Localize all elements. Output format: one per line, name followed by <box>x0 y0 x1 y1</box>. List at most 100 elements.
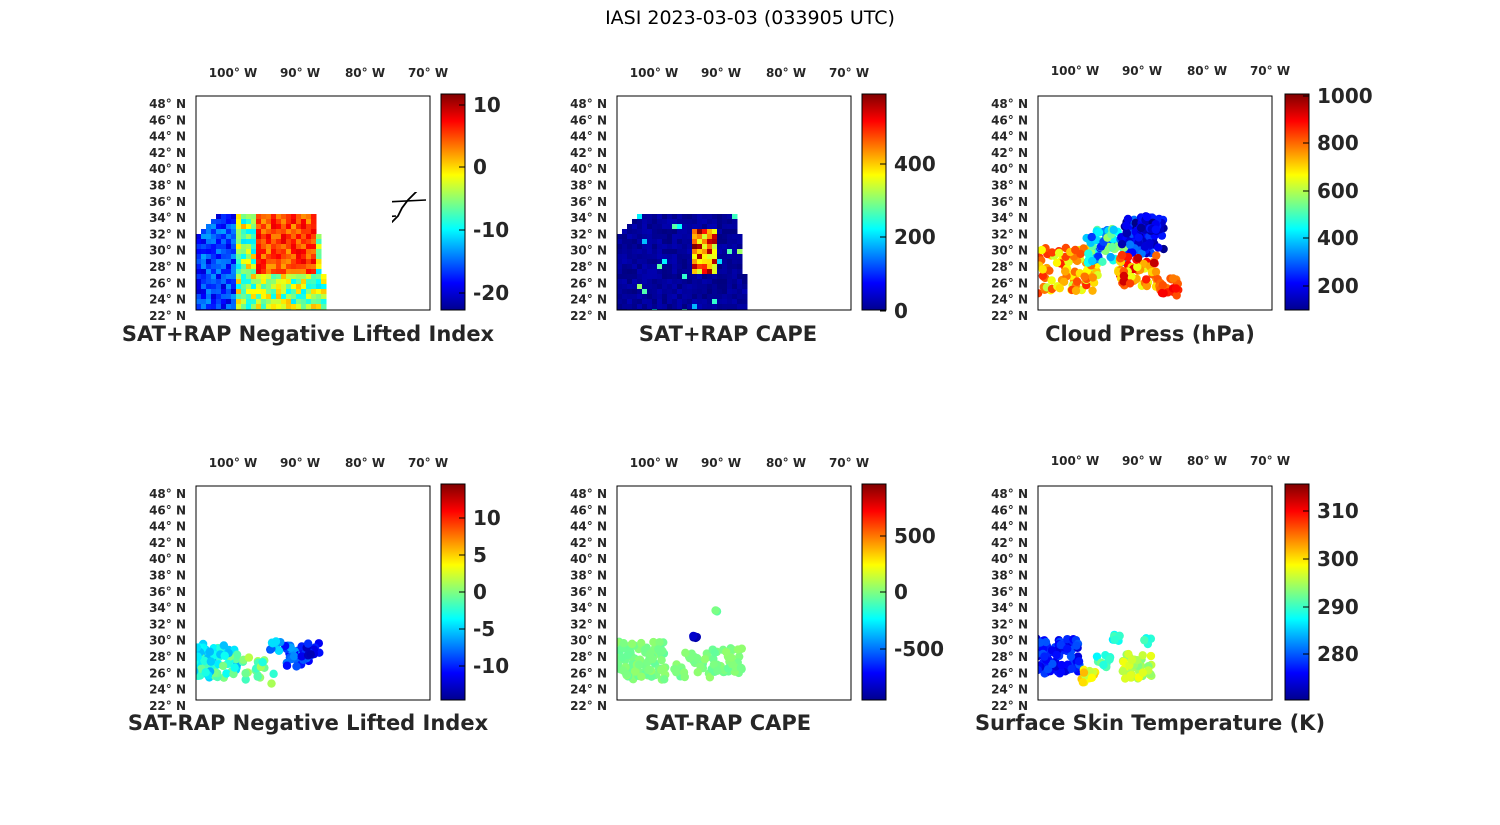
colorbar-tick-label: 0 <box>473 155 487 179</box>
lat-tick-label: 34° N <box>991 601 1028 615</box>
colorbar-tick-label: 10 <box>473 93 501 117</box>
data-layer <box>196 637 324 688</box>
lat-tick-label: 34° N <box>570 211 607 225</box>
lat-tick-label: 40° N <box>991 162 1028 176</box>
lat-tick-label: 38° N <box>991 569 1028 583</box>
lon-tick-label: 100° W <box>1051 64 1099 78</box>
lat-tick-label: 32° N <box>570 227 607 241</box>
lon-tick-label: 90° W <box>1122 64 1162 78</box>
coastline <box>392 192 418 224</box>
data-layer <box>196 214 327 310</box>
lat-tick-label: 40° N <box>991 552 1028 566</box>
colorbar-tick-label: -5 <box>473 617 495 641</box>
lat-tick-label: 44° N <box>991 130 1028 144</box>
colorbar-tick-label: 1000 <box>1317 84 1373 108</box>
lon-tick-label: 70° W <box>829 456 869 470</box>
lat-tick-label: 42° N <box>991 536 1028 550</box>
lat-tick-label: 42° N <box>149 146 186 160</box>
lat-tick-label: 48° N <box>570 487 607 501</box>
lat-tick-label: 36° N <box>570 585 607 599</box>
figure-title: IASI 2023-03-03 (033905 UTC) <box>605 7 895 29</box>
map-frame <box>195 95 431 311</box>
lon-tick-label: 70° W <box>408 66 448 80</box>
colorbar-tick-label: 400 <box>894 152 936 176</box>
panel-title: SAT-RAP CAPE <box>645 711 811 735</box>
panel-p2: 100° W 90° W 80° W 70° W 48° N 46° N 44° N 42° … <box>570 66 936 346</box>
colorbar-tick-label: 0 <box>473 580 487 604</box>
lat-tick-label: 46° N <box>991 503 1028 517</box>
lat-tick-label: 48° N <box>991 97 1028 111</box>
colorbar <box>1284 93 1310 311</box>
colorbar-tick-label: 5 <box>473 543 487 567</box>
lat-tick-label: 32° N <box>991 227 1028 241</box>
map-frame <box>195 485 431 701</box>
lat-tick-label: 46° N <box>149 113 186 127</box>
lat-tick-label: 22° N <box>149 699 186 713</box>
lat-tick-label: 28° N <box>991 260 1028 274</box>
lat-tick-label: 34° N <box>991 211 1028 225</box>
lat-tick-label: 46° N <box>149 503 186 517</box>
lat-tick-label: 48° N <box>149 487 186 501</box>
lat-tick-label: 22° N <box>570 699 607 713</box>
lat-tick-label: 40° N <box>149 162 186 176</box>
colorbar-tick-label: 290 <box>1317 595 1359 619</box>
colorbar-tick-label: 0 <box>894 299 908 323</box>
lon-tick-label: 80° W <box>345 456 385 470</box>
lat-tick-label: 32° N <box>149 227 186 241</box>
colorbar <box>440 93 466 311</box>
lat-tick-label: 26° N <box>570 276 607 290</box>
lat-tick-label: 28° N <box>149 650 186 664</box>
colorbar-tick-label: 280 <box>1317 642 1359 666</box>
lon-tick-label: 100° W <box>630 456 678 470</box>
colorbar-tick-label: -500 <box>894 637 944 661</box>
colorbar-tick-label: 0 <box>894 580 908 604</box>
lat-tick-label: 36° N <box>149 585 186 599</box>
colorbar <box>861 93 887 311</box>
lat-tick-label: 36° N <box>149 195 186 209</box>
lat-tick-label: 44° N <box>570 130 607 144</box>
lat-tick-label: 38° N <box>991 179 1028 193</box>
lat-tick-label: 24° N <box>991 683 1028 697</box>
lon-tick-label: 80° W <box>766 66 806 80</box>
lon-tick-label: 90° W <box>280 456 320 470</box>
lat-tick-label: 48° N <box>570 97 607 111</box>
lat-tick-label: 42° N <box>570 536 607 550</box>
map-frame <box>1037 485 1273 701</box>
lat-tick-label: 22° N <box>991 309 1028 323</box>
lon-tick-label: 90° W <box>280 66 320 80</box>
panel-title: SAT+RAP CAPE <box>639 322 817 346</box>
lat-tick-label: 30° N <box>149 634 186 648</box>
lat-tick-label: 30° N <box>570 244 607 258</box>
panel-p4: 100° W 90° W 80° W 70° W 48° N 46° N 44° N 42° … <box>128 456 509 735</box>
lat-tick-label: 26° N <box>991 666 1028 680</box>
lat-tick-label: 32° N <box>149 617 186 631</box>
colorbar-tick-label: -10 <box>473 654 509 678</box>
lat-tick-label: 28° N <box>570 260 607 274</box>
colorbar-tick-label: 500 <box>894 524 936 548</box>
map-frame <box>616 485 852 701</box>
data-layer <box>617 214 748 310</box>
lat-tick-label: 36° N <box>991 585 1028 599</box>
lon-tick-label: 80° W <box>345 66 385 80</box>
lat-tick-label: 28° N <box>570 650 607 664</box>
lon-tick-label: 100° W <box>209 456 257 470</box>
lat-tick-label: 26° N <box>570 666 607 680</box>
lat-tick-label: 44° N <box>991 520 1028 534</box>
lat-tick-label: 38° N <box>149 569 186 583</box>
lon-tick-label: 70° W <box>829 66 869 80</box>
lat-tick-label: 46° N <box>991 113 1028 127</box>
lat-tick-label: 42° N <box>149 536 186 550</box>
panel-p5: 100° W 90° W 80° W 70° W 48° N 46° N 44° N 42° … <box>570 456 944 735</box>
colorbar-tick-label: -10 <box>473 218 509 242</box>
lat-tick-label: 44° N <box>149 130 186 144</box>
lon-tick-label: 90° W <box>701 456 741 470</box>
lat-tick-label: 38° N <box>570 179 607 193</box>
lat-tick-label: 42° N <box>991 146 1028 160</box>
lon-tick-label: 70° W <box>1250 454 1290 468</box>
panel-p3: 100° W 90° W 80° W 70° W 48° N 46° N 44° N 42° … <box>991 64 1373 346</box>
lat-tick-label: 28° N <box>149 260 186 274</box>
lat-tick-label: 30° N <box>991 244 1028 258</box>
data-layer <box>1038 212 1183 300</box>
lat-tick-label: 30° N <box>149 244 186 258</box>
